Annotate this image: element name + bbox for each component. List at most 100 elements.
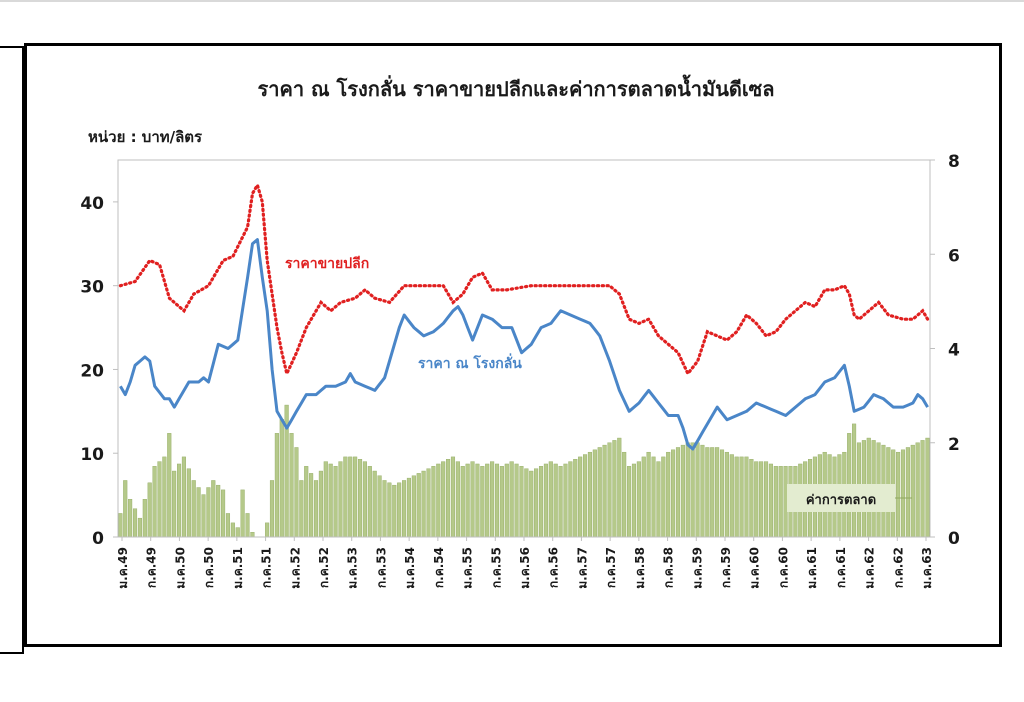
margin-bar (754, 461, 759, 538)
margin-bar (128, 499, 133, 538)
x-tick-label: ก.ค.61 (834, 547, 848, 588)
margin-bar (176, 463, 182, 538)
chart-title: ราคา ณ โรงกลั่น ราคาขายปลีกและค่าการตลาด… (257, 74, 774, 101)
margin-bar (147, 482, 152, 538)
margin-bar (206, 487, 211, 538)
margin-bar (230, 522, 235, 538)
margin-bar (431, 466, 436, 538)
x-tick-label: ม.ค.62 (863, 547, 877, 589)
margin-bar (157, 461, 162, 538)
margin-bar (367, 466, 372, 538)
margin-bar (529, 470, 534, 538)
margin-bar (421, 470, 426, 538)
margin-bar (196, 487, 201, 538)
margin-bar (221, 489, 226, 538)
margin-bar (377, 475, 382, 538)
x-tick-label: ม.ค.51 (231, 547, 245, 589)
margin-bar (724, 451, 729, 538)
margin-bar (460, 466, 465, 538)
margin-bar (773, 466, 778, 538)
margin-bar (397, 482, 402, 538)
refinery-series-label: ราคา ณ โรงกลั่น (418, 353, 522, 372)
margin-bar (592, 449, 597, 538)
margin-bar (925, 437, 930, 538)
x-tick-label: ก.ค.62 (891, 547, 905, 588)
y-right-tick-label: 2 (948, 435, 960, 455)
x-tick-label: ก.ค.49 (145, 547, 159, 588)
margin-bar (852, 423, 857, 538)
margin-bar (499, 466, 504, 538)
margin-bar (666, 451, 671, 538)
x-tick-label: ม.ค.57 (575, 547, 589, 589)
margin-bar (318, 470, 323, 538)
y-left-tick-label: 10 (80, 445, 104, 465)
margin-bar (123, 480, 128, 538)
margin-bar (641, 456, 646, 538)
margin-bar (671, 449, 676, 538)
margin-bar (333, 466, 338, 538)
margin-bar (245, 513, 250, 538)
margin-bar (915, 442, 920, 538)
y-left-tick-label: 0 (92, 529, 104, 549)
margin-bar (896, 451, 901, 538)
margin-bar (416, 473, 421, 538)
margin-bar (485, 463, 490, 538)
margin-bar (749, 459, 754, 538)
margin-bar (646, 451, 651, 538)
margin-bar (519, 466, 524, 538)
margin-bar (553, 463, 558, 538)
y-right-tick-label: 0 (948, 529, 960, 549)
margin-bar (475, 463, 480, 538)
margin-bar (558, 466, 563, 538)
margin-bar (142, 499, 147, 538)
margin-bar (372, 470, 377, 538)
margin-bar (504, 463, 509, 538)
margin-bar (920, 440, 925, 538)
margin-bar (279, 418, 284, 538)
margin-bar (289, 433, 294, 538)
x-tick-label: ม.ค.49 (116, 547, 130, 589)
margin-bar (763, 461, 769, 538)
margin-bar (426, 468, 431, 538)
margin-bar (387, 482, 392, 538)
margin-bar (680, 444, 685, 538)
x-tick-label: ม.ค.58 (633, 547, 647, 589)
x-tick-label: ม.ค.60 (748, 547, 762, 589)
x-tick-label: ม.ค.52 (288, 547, 302, 589)
margin-bar (675, 447, 681, 538)
margin-bar (382, 480, 387, 538)
margin-bar (357, 459, 363, 538)
margin-bar (191, 480, 196, 538)
margin-bar (274, 433, 279, 538)
margin-bar (152, 466, 157, 538)
margin-bar (656, 461, 661, 538)
adjacent-panel-edge (0, 46, 24, 654)
margin-bar (490, 461, 495, 538)
margin-bar (235, 527, 240, 538)
margin-bar (905, 447, 910, 538)
x-tick-label: ก.ค.51 (260, 547, 274, 588)
margin-series-label: ค่าการตลาด (806, 493, 876, 508)
margin-bar (304, 466, 309, 538)
y-left-tick-label: 40 (80, 194, 104, 214)
margin-bar (563, 463, 568, 538)
margin-bar (900, 449, 906, 538)
y-right-tick-label: 6 (948, 246, 960, 266)
x-tick-label: ก.ค.50 (202, 547, 216, 588)
margin-bar (587, 451, 592, 538)
margin-bar (700, 444, 705, 538)
retail-series-label: ราคาขายปลีก (285, 256, 369, 272)
margin-bar (299, 480, 304, 538)
margin-bar (710, 447, 715, 538)
x-tick-label: ม.ค.54 (403, 547, 417, 589)
margin-bar (313, 480, 319, 538)
x-tick-label: ม.ค.59 (690, 547, 704, 589)
margin-bar (734, 456, 739, 538)
margin-bar (406, 477, 411, 538)
top-rule (0, 0, 1024, 2)
margin-bar (162, 456, 167, 538)
margin-bar (411, 475, 416, 538)
margin-bar (548, 461, 553, 538)
margin-bar (543, 463, 548, 538)
margin-bar (729, 454, 734, 538)
